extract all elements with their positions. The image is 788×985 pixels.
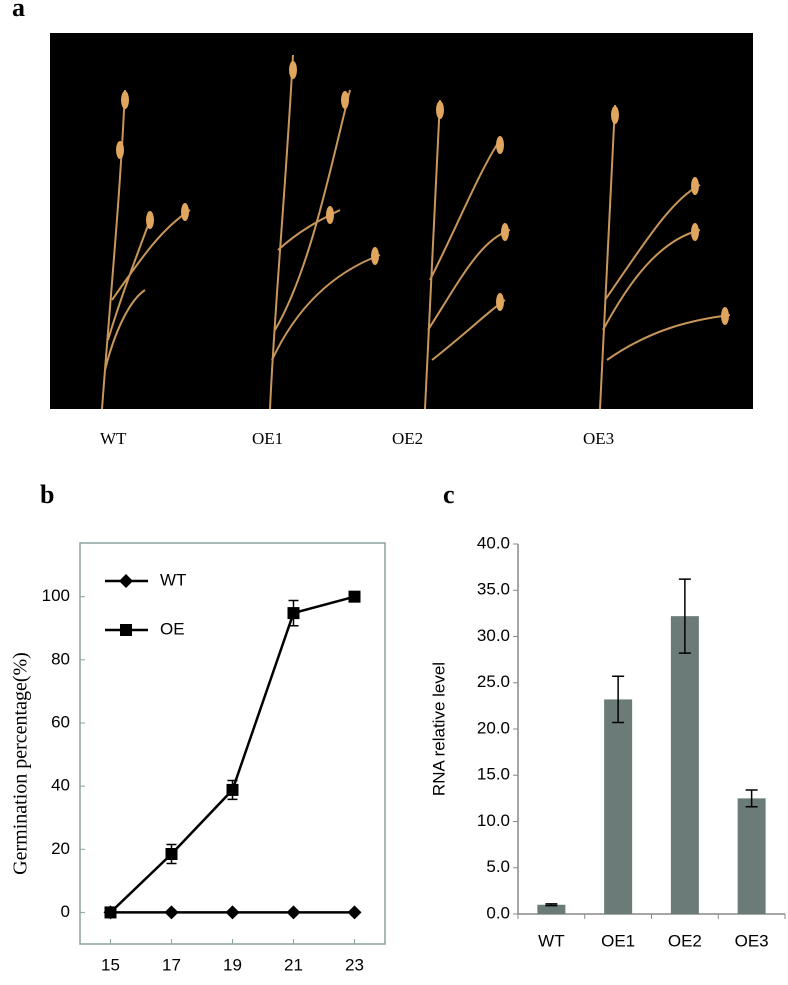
y-tick-label: 60 (51, 712, 70, 731)
marker (225, 905, 240, 920)
marker (226, 783, 239, 796)
y-tick-label: 40 (51, 776, 70, 795)
error-bar (678, 578, 691, 654)
bar (670, 616, 699, 914)
y-tick-label: 80 (51, 649, 70, 668)
y-tick-label: 100 (42, 586, 70, 605)
x-tick-label: 23 (345, 955, 364, 974)
legend-marker (119, 574, 133, 588)
photo-label: OE2 (392, 429, 423, 448)
y-tick-label: 10.0 (477, 811, 510, 830)
y-tick-label: 20.0 (477, 718, 510, 737)
x-tick-label: 19 (223, 955, 242, 974)
series-line (109, 595, 355, 914)
x-tick-label: WT (538, 931, 564, 950)
x-tick-label: OE2 (668, 931, 702, 950)
y-tick-label: 30.0 (477, 626, 510, 645)
bar (737, 798, 766, 914)
x-tick-label: 17 (162, 955, 181, 974)
error-bar (612, 675, 625, 724)
x-tick-label: OE3 (735, 931, 769, 950)
y-tick-label: 25.0 (477, 672, 510, 691)
error-bar (545, 903, 558, 907)
marker (287, 607, 300, 620)
panel-label: c (443, 480, 455, 509)
y-tick-label: 5.0 (486, 857, 510, 876)
marker (348, 590, 361, 603)
y-tick-label: 0 (61, 902, 70, 921)
bar (604, 699, 633, 914)
photo (50, 33, 753, 409)
marker (347, 905, 362, 920)
legend-label: OE (160, 619, 185, 638)
y-tick-label: 15.0 (477, 765, 510, 784)
y-tick-label: 20 (51, 839, 70, 858)
panicle-illustration (101, 54, 731, 410)
legend-marker (120, 624, 132, 636)
plot-frame (79, 542, 386, 945)
marker (164, 905, 179, 920)
panicle-grains (116, 61, 729, 325)
x-axis-label: DAH (214, 981, 251, 985)
x-tick-label: 21 (284, 955, 303, 974)
photo-label: OE1 (252, 429, 283, 448)
marker (286, 905, 301, 920)
x-tick-label: OE1 (601, 931, 635, 950)
bar (537, 904, 566, 914)
photo-label: WT (100, 429, 127, 448)
photo-label: OE3 (583, 429, 614, 448)
y-axis-label: Germination percentage(%) (10, 652, 32, 875)
y-tick-label: 40.0 (477, 533, 510, 552)
legend-label: WT (160, 570, 186, 589)
panel-label: b (40, 480, 54, 509)
y-tick-label: 0.0 (486, 903, 510, 922)
marker (104, 906, 117, 919)
y-axis-label: RNA relative level (429, 662, 448, 796)
panel-label: a (12, 0, 25, 22)
x-tick-label: 15 (101, 955, 120, 974)
error-bar (745, 789, 758, 808)
marker (165, 848, 178, 861)
y-tick-label: 35.0 (477, 580, 510, 599)
